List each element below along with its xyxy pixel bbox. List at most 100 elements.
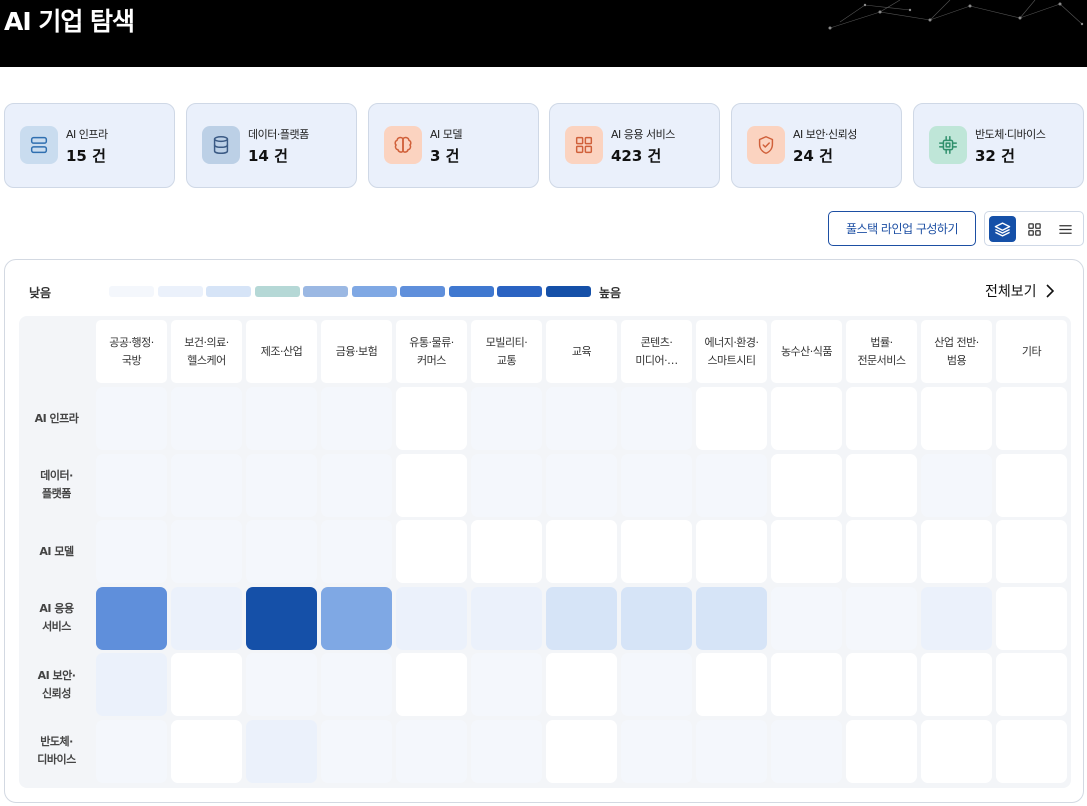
category-card[interactable]: AI 모델 3 건	[368, 103, 539, 188]
heatmap-cell[interactable]	[771, 453, 842, 517]
heatmap-cell[interactable]	[846, 387, 917, 450]
category-card[interactable]: 반도체·디바이스 32 건	[913, 103, 1084, 188]
heatmap-cell[interactable]	[246, 653, 317, 716]
heatmap-cell[interactable]	[171, 387, 242, 450]
heatmap-cell[interactable]	[96, 453, 167, 517]
heatmap-cell[interactable]	[846, 520, 917, 583]
category-card[interactable]: AI 인프라 15 건	[4, 103, 175, 188]
legend-low-label: 낮음	[29, 286, 52, 300]
heatmap-cell[interactable]	[846, 453, 917, 517]
heatmap-cell[interactable]	[321, 387, 392, 450]
heatmap-cell[interactable]	[396, 453, 467, 517]
legend-swatch	[303, 286, 348, 297]
heatmap-cell[interactable]	[621, 719, 692, 783]
heatmap-cell[interactable]	[96, 719, 167, 783]
heatmap-cell[interactable]	[171, 719, 242, 783]
heatmap-cell[interactable]	[771, 586, 842, 650]
heatmap-cell[interactable]	[996, 586, 1067, 650]
heatmap-cell[interactable]	[621, 453, 692, 517]
heatmap-cell[interactable]	[396, 387, 467, 450]
heatmap-cell[interactable]	[321, 653, 392, 716]
heatmap-cell[interactable]	[621, 586, 692, 650]
heatmap-cell[interactable]	[471, 387, 542, 450]
heatmap-cell[interactable]	[471, 653, 542, 716]
heatmap-cell[interactable]	[696, 586, 767, 650]
category-card[interactable]: 데이터·플랫폼 14 건	[186, 103, 357, 188]
heatmap-cell[interactable]	[696, 453, 767, 517]
heatmap-cell[interactable]	[696, 520, 767, 583]
heatmap-cell[interactable]	[246, 586, 317, 650]
heatmap-cell[interactable]	[621, 387, 692, 450]
category-card[interactable]: AI 보안·신뢰성 24 건	[731, 103, 902, 188]
heatmap-cell[interactable]	[546, 719, 617, 783]
category-card-label: AI 인프라	[66, 128, 108, 141]
heatmap-cell[interactable]	[696, 653, 767, 716]
view-all-link[interactable]: 전체보기	[985, 281, 1054, 301]
heatmap-cell[interactable]	[321, 453, 392, 517]
heatmap-cell[interactable]	[996, 653, 1067, 716]
database-icon-badge	[202, 126, 240, 164]
heatmap-cell[interactable]	[396, 719, 467, 783]
heatmap-cell[interactable]	[921, 387, 992, 450]
heatmap-cell[interactable]	[396, 520, 467, 583]
heatmap-cell[interactable]	[996, 453, 1067, 517]
category-card[interactable]: AI 응용 서비스 423 건	[549, 103, 720, 188]
heatmap-cell[interactable]	[921, 653, 992, 716]
heatmap-cell[interactable]	[921, 719, 992, 783]
grid-view-button[interactable]	[1021, 216, 1048, 242]
heatmap-cell[interactable]	[621, 520, 692, 583]
heatmap-cell[interactable]	[846, 653, 917, 716]
heatmap-cell[interactable]	[546, 520, 617, 583]
list-view-button[interactable]	[1052, 216, 1079, 242]
heatmap-cell[interactable]	[996, 387, 1067, 450]
heatmap-cell[interactable]	[246, 387, 317, 450]
heatmap-cell[interactable]	[921, 586, 992, 650]
heatmap-cell[interactable]	[246, 520, 317, 583]
heatmap-cell[interactable]	[246, 719, 317, 783]
heatmap-cell[interactable]	[546, 586, 617, 650]
chip-icon-badge	[929, 126, 967, 164]
heatmap-cell[interactable]	[771, 387, 842, 450]
heatmap-cell[interactable]	[321, 719, 392, 783]
heatmap-cell[interactable]	[921, 453, 992, 517]
category-card-count: 14 건	[248, 147, 288, 165]
heatmap-cell[interactable]	[246, 453, 317, 517]
heatmap-cell[interactable]	[321, 586, 392, 650]
heatmap-cell[interactable]	[921, 520, 992, 583]
heatmap-cell[interactable]	[396, 586, 467, 650]
row-header: AI 인프라	[21, 387, 92, 450]
heatmap-cell[interactable]	[846, 586, 917, 650]
heatmap-cell[interactable]	[96, 586, 167, 650]
heatmap-cell[interactable]	[321, 520, 392, 583]
heatmap-cell[interactable]	[396, 653, 467, 716]
server-stack-icon	[30, 136, 48, 154]
heatmap-cell[interactable]	[96, 387, 167, 450]
heatmap-cell[interactable]	[546, 653, 617, 716]
heatmap-cell[interactable]	[171, 520, 242, 583]
heatmap-cell[interactable]	[96, 520, 167, 583]
heatmap-cell[interactable]	[621, 653, 692, 716]
heatmap-cell[interactable]	[771, 653, 842, 716]
column-header: 제조·산업	[246, 320, 317, 383]
heatmap-cell[interactable]	[471, 719, 542, 783]
heatmap-cell[interactable]	[771, 719, 842, 783]
heatmap-cell[interactable]	[171, 453, 242, 517]
heatmap-cell[interactable]	[546, 453, 617, 517]
heatmap-cell[interactable]	[996, 719, 1067, 783]
heatmap-cell[interactable]	[96, 653, 167, 716]
heatmap-cell[interactable]	[471, 453, 542, 517]
heatmap-cell[interactable]	[696, 719, 767, 783]
page-header: AI 기업 탐색	[0, 0, 1087, 67]
category-card-count: 24 건	[793, 147, 833, 165]
heatmap-cell[interactable]	[846, 719, 917, 783]
layers-view-button[interactable]	[989, 216, 1016, 242]
heatmap-cell[interactable]	[771, 520, 842, 583]
heatmap-cell[interactable]	[471, 520, 542, 583]
heatmap-cell[interactable]	[996, 520, 1067, 583]
heatmap-cell[interactable]	[696, 387, 767, 450]
heatmap-cell[interactable]	[546, 387, 617, 450]
heatmap-cell[interactable]	[471, 586, 542, 650]
fullstack-lineup-button[interactable]: 풀스택 라인업 구성하기	[828, 211, 976, 246]
heatmap-cell[interactable]	[171, 586, 242, 650]
heatmap-cell[interactable]	[171, 653, 242, 716]
